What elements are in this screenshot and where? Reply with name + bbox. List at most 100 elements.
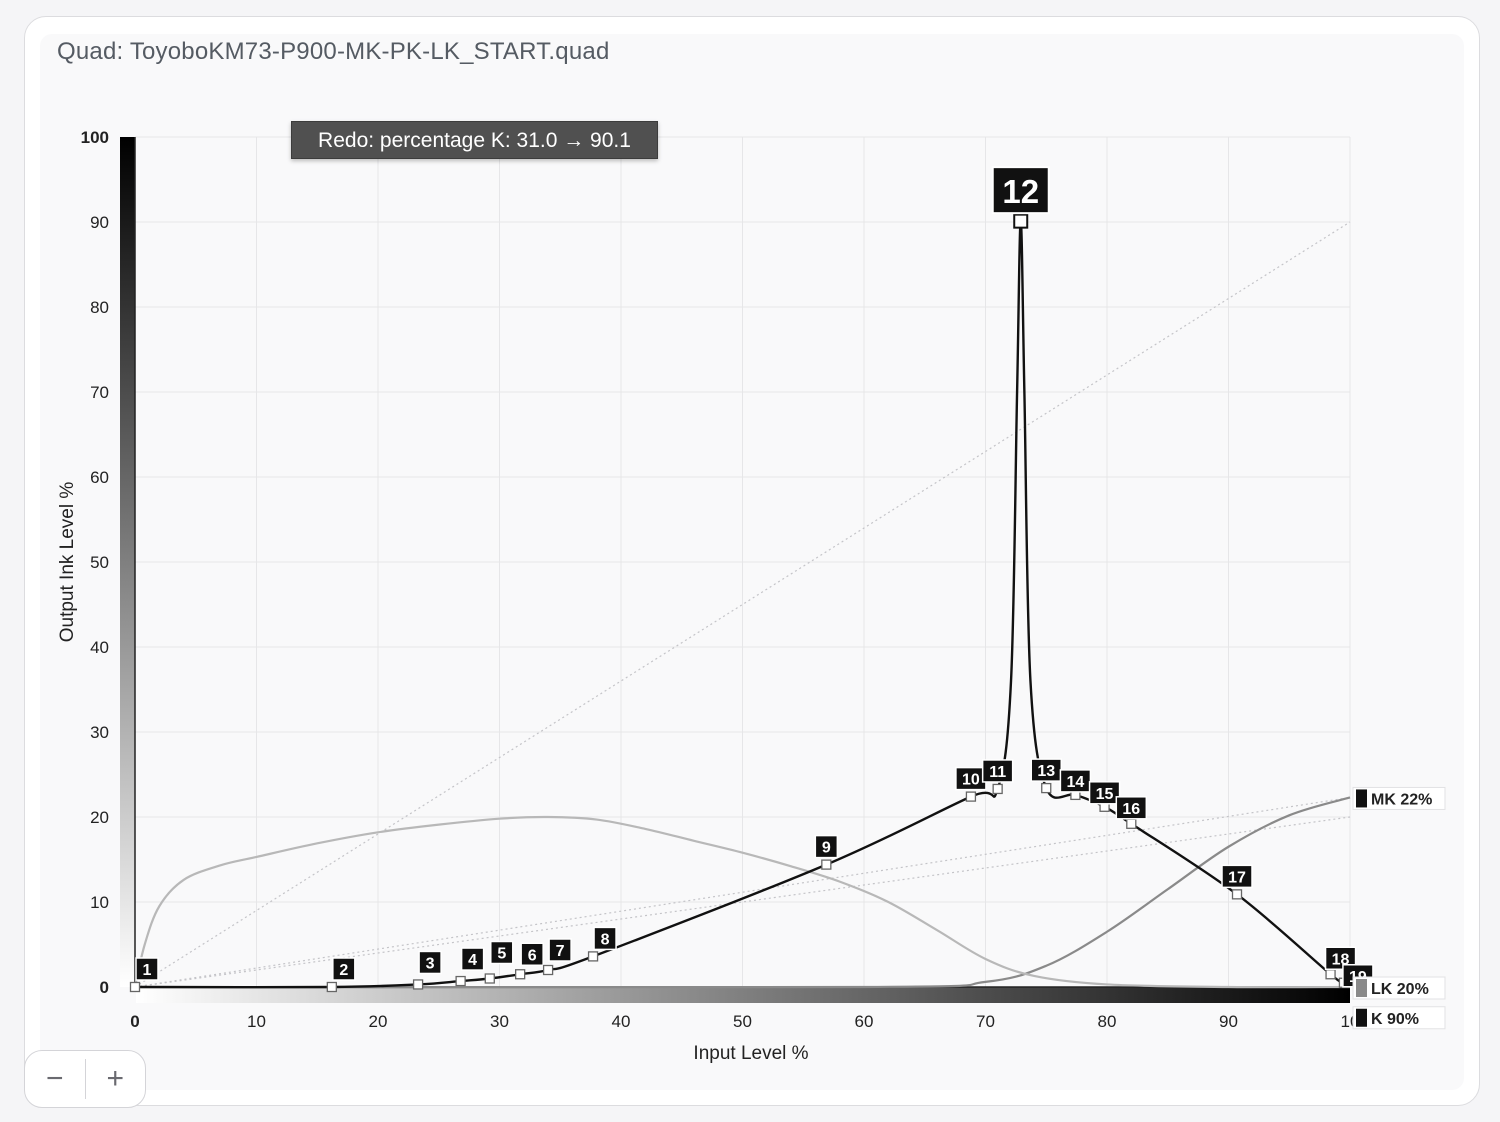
x-axis-gradient-bar [136, 987, 1350, 1003]
y-tick-label: 20 [90, 808, 109, 827]
channel-label: K 90% [1352, 1006, 1446, 1030]
key-point-4[interactable]: 4 [455, 947, 485, 987]
key-point-badge [460, 947, 485, 971]
x-tick-label: 60 [855, 1012, 874, 1031]
zoom-out-button[interactable]: − [45, 1062, 64, 1095]
x-tick-label: 80 [1098, 1012, 1117, 1031]
key-point-marker [1013, 213, 1029, 229]
key-point-badge [1059, 769, 1092, 793]
key-point-17[interactable]: 17 [1221, 864, 1253, 900]
key-point-badge [814, 834, 839, 859]
key-point-label: 10 [962, 772, 980, 789]
key-point-marker [1126, 818, 1137, 829]
key-point-badge [520, 942, 544, 966]
key-point-label: 6 [528, 947, 537, 964]
key-point-15[interactable]: 15 [1088, 781, 1121, 812]
quad-title: Quad: ToyoboKM73-P900-MK-PK-LK_START.qua… [57, 38, 610, 65]
key-point-label: 2 [339, 962, 348, 979]
key-point-16[interactable]: 16 [1115, 796, 1148, 829]
key-point-badge [1115, 796, 1148, 820]
x-tick-label: 90 [1219, 1012, 1238, 1031]
key-point-marker [587, 951, 599, 962]
channel-swatch [1356, 979, 1367, 997]
y-tick-label: 70 [90, 383, 109, 402]
y-tick-label: 90 [90, 213, 109, 232]
series-line-mk [134, 796, 1351, 989]
channel-swatch [1356, 789, 1367, 808]
y-tick-label: 100 [81, 128, 109, 147]
y-tick-label: 60 [90, 468, 109, 487]
key-point-2[interactable]: 2 [326, 957, 356, 993]
channel-swatch [1356, 1008, 1367, 1027]
channel-label-box [1352, 1006, 1446, 1030]
x-tick-label: 10 [247, 1012, 266, 1031]
y-tick-label: 0 [100, 978, 109, 997]
key-point-5[interactable]: 5 [484, 940, 514, 984]
key-point-badge [1088, 781, 1121, 805]
y-axis-gradient-bar [120, 137, 135, 987]
series-line-lk [133, 815, 1351, 989]
key-point-badge [991, 166, 1050, 215]
key-point-label: 14 [1067, 774, 1085, 791]
channel-label-box [1352, 786, 1446, 810]
key-point-label: 5 [497, 946, 506, 963]
y-tick-label: 40 [90, 638, 109, 657]
zoom-in-button[interactable]: + [106, 1062, 124, 1095]
undo-redo-tooltip: Redo: percentage K: 31.0 → 90.1 [291, 121, 658, 159]
key-point-marker [484, 973, 495, 984]
key-point-marker [412, 979, 424, 990]
x-tick-label: 20 [369, 1012, 388, 1031]
reference-linear-line [134, 221, 1351, 988]
zoom-control: − + [24, 1050, 146, 1108]
key-point-badge [490, 940, 514, 965]
key-point-badge [548, 938, 572, 962]
key-point-label: 7 [556, 943, 565, 960]
channel-label-box [1352, 976, 1446, 1000]
key-point-10[interactable]: 10 [955, 766, 987, 802]
key-point-marker [326, 981, 337, 993]
key-point-badge [1221, 864, 1253, 889]
key-point-13[interactable]: 13 [1030, 758, 1062, 794]
y-tick-label: 50 [90, 553, 109, 572]
x-tick-label: 0 [130, 1012, 139, 1031]
key-point-marker [129, 981, 141, 993]
key-point-badge [981, 759, 1014, 783]
key-point-marker [821, 859, 832, 870]
key-point-marker [992, 783, 1003, 795]
key-point-label: 4 [468, 952, 477, 969]
y-axis-title: Output Ink Level % [57, 482, 78, 643]
key-point-label: 15 [1096, 786, 1114, 803]
key-point-7[interactable]: 7 [542, 938, 572, 976]
key-point-label: 12 [1002, 173, 1039, 210]
y-tick-label: 30 [90, 723, 109, 742]
key-point-badge [135, 957, 159, 981]
key-point-12[interactable]: 12 [991, 166, 1050, 229]
key-point-14[interactable]: 14 [1059, 769, 1092, 801]
key-point-18[interactable]: 18 [1324, 946, 1357, 980]
key-point-marker [1041, 782, 1052, 794]
channel-label: LK 20% [1352, 976, 1446, 1000]
key-point-11[interactable]: 11 [981, 759, 1014, 795]
key-point-badge [418, 950, 442, 975]
x-tick-label: 70 [976, 1012, 995, 1031]
channel-label: MK 22% [1352, 786, 1446, 810]
key-point-3[interactable]: 3 [412, 950, 442, 990]
grid [134, 136, 1351, 988]
y-tick-label: 10 [90, 893, 109, 912]
key-point-8[interactable]: 8 [587, 926, 617, 962]
key-points[interactable]: 12345678910111213141516171819 [129, 166, 1374, 993]
channel-label-text: MK 22% [1371, 791, 1432, 808]
x-axis-title: Input Level % [693, 1043, 808, 1064]
key-point-1[interactable]: 1 [129, 957, 159, 993]
key-point-9[interactable]: 9 [814, 834, 839, 870]
channel-label-text: LK 20% [1371, 981, 1429, 998]
key-point-label: 16 [1122, 801, 1140, 818]
key-point-label: 3 [426, 955, 435, 972]
key-point-label: 11 [989, 764, 1006, 781]
y-tick-label: 80 [90, 298, 109, 317]
key-point-6[interactable]: 6 [515, 942, 544, 980]
key-point-marker [542, 964, 554, 976]
key-point-badge [332, 957, 356, 981]
key-point-marker [515, 969, 526, 980]
